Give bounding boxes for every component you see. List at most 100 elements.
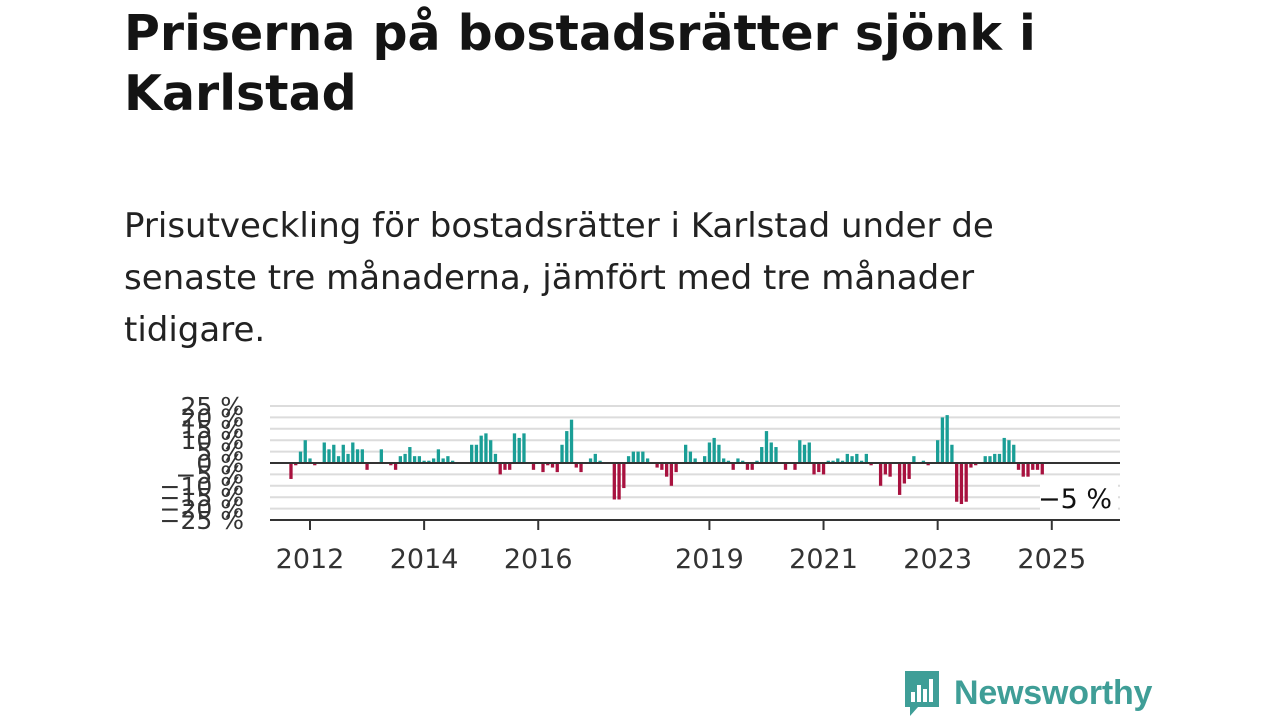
bar bbox=[298, 451, 303, 463]
bar bbox=[936, 440, 940, 463]
bar bbox=[1026, 463, 1030, 477]
bar bbox=[427, 460, 431, 463]
bar bbox=[622, 463, 626, 489]
bar bbox=[760, 447, 764, 463]
bar bbox=[393, 463, 398, 470]
bar bbox=[722, 458, 726, 463]
bar bbox=[959, 463, 964, 505]
bar bbox=[883, 463, 888, 475]
bar bbox=[403, 453, 407, 463]
bar-chart-speech-bubble-icon bbox=[905, 671, 939, 716]
y-tick-label: −15 % bbox=[160, 483, 244, 512]
bar bbox=[569, 419, 574, 463]
bar bbox=[412, 456, 417, 463]
bar bbox=[855, 453, 859, 463]
bar bbox=[626, 456, 631, 463]
bar bbox=[379, 449, 383, 463]
bar bbox=[588, 458, 593, 463]
y-tick-label: 25 % bbox=[180, 392, 244, 421]
bar bbox=[712, 437, 716, 463]
page-title: Priserna på bostadsrätter sjönk i Karlst… bbox=[124, 5, 1036, 122]
bar bbox=[783, 463, 788, 470]
bar bbox=[484, 433, 488, 463]
bar bbox=[1007, 440, 1011, 463]
page-subtitle: Prisutveckling för bostadsrätter i Karls… bbox=[124, 206, 994, 350]
bar bbox=[845, 453, 849, 463]
bar bbox=[1012, 444, 1016, 463]
bar bbox=[631, 451, 635, 463]
bar bbox=[731, 463, 735, 470]
bar bbox=[669, 463, 674, 486]
latest-value-annotation: −5 % bbox=[1038, 482, 1118, 516]
bar bbox=[955, 463, 959, 502]
latest-value-label: −5 % bbox=[1038, 484, 1112, 515]
bar bbox=[346, 453, 350, 463]
bar bbox=[693, 458, 697, 463]
bar bbox=[1040, 463, 1044, 475]
y-tick-label: 0 % bbox=[196, 449, 244, 478]
bar bbox=[612, 463, 616, 500]
bar bbox=[531, 463, 536, 470]
bar bbox=[717, 444, 721, 463]
bar bbox=[964, 463, 968, 502]
bar bbox=[322, 442, 326, 463]
bar bbox=[774, 447, 778, 463]
x-tick-label: 2019 bbox=[675, 544, 744, 575]
bar bbox=[869, 463, 873, 466]
bar bbox=[498, 463, 502, 475]
bar bbox=[508, 463, 512, 470]
bar bbox=[1002, 437, 1006, 463]
bar bbox=[802, 444, 807, 463]
bar bbox=[912, 456, 916, 463]
bar bbox=[598, 460, 602, 463]
bar bbox=[360, 449, 364, 463]
x-axis-ticks: 2012 2014 2016 2019 2021 2023 2025 bbox=[276, 520, 1086, 575]
y-tick-label: 15 % bbox=[180, 415, 244, 444]
bar bbox=[389, 463, 393, 466]
bar bbox=[831, 460, 835, 463]
y-tick-label: −5 % bbox=[175, 460, 244, 489]
bar bbox=[489, 440, 493, 463]
bar bbox=[836, 458, 840, 463]
bar bbox=[565, 431, 569, 463]
bar bbox=[446, 456, 450, 463]
price-change-chart: 25 %20 %15 %10 %5 %0 %−5 %−10 %−15 %−20 … bbox=[160, 392, 1120, 575]
latest-value-label-background bbox=[1040, 482, 1118, 516]
bar bbox=[859, 460, 864, 463]
bar bbox=[636, 451, 640, 463]
bar bbox=[451, 460, 455, 463]
bar bbox=[289, 463, 293, 479]
bar bbox=[341, 444, 345, 463]
bar bbox=[921, 460, 926, 463]
bar bbox=[897, 463, 902, 495]
bar bbox=[436, 449, 441, 463]
bar bbox=[503, 463, 507, 470]
x-tick-label: 2025 bbox=[1017, 544, 1086, 575]
bar bbox=[812, 463, 816, 475]
bar bbox=[769, 442, 773, 463]
newsworthy-logo: Newsworthy bbox=[902, 668, 1152, 718]
bar bbox=[840, 460, 845, 463]
bar bbox=[950, 444, 954, 463]
bar bbox=[1021, 463, 1025, 477]
bar bbox=[826, 460, 830, 463]
bar bbox=[546, 463, 550, 466]
x-tick-label: 2016 bbox=[504, 544, 573, 575]
bar bbox=[664, 463, 669, 477]
bar bbox=[997, 453, 1002, 463]
chart-bars bbox=[289, 415, 1044, 505]
bar bbox=[645, 458, 650, 463]
bar bbox=[355, 449, 360, 463]
brand-name: Newsworthy bbox=[954, 673, 1153, 712]
bar bbox=[745, 463, 750, 470]
bar bbox=[550, 463, 555, 468]
x-tick-label: 2021 bbox=[789, 544, 858, 575]
bar bbox=[902, 463, 907, 484]
bar bbox=[983, 456, 987, 463]
bar bbox=[351, 442, 355, 463]
bar bbox=[493, 453, 498, 463]
bar bbox=[617, 463, 621, 500]
bar bbox=[807, 442, 811, 463]
bar bbox=[817, 463, 821, 473]
bar bbox=[470, 444, 474, 463]
